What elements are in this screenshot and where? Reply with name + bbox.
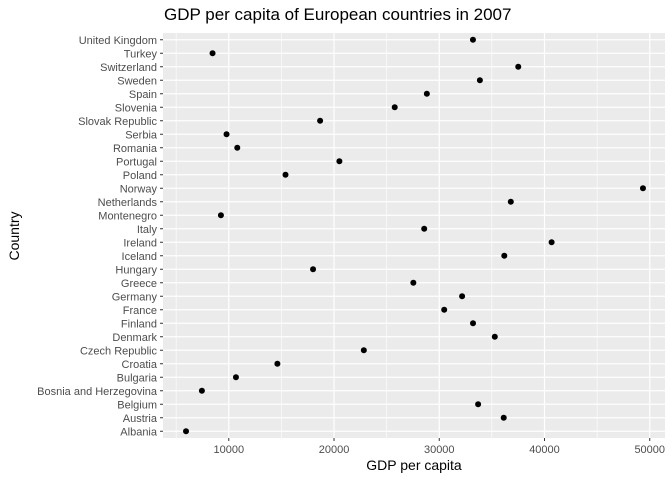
x-tick-label: 30000 [424, 444, 455, 456]
data-point [223, 131, 230, 138]
y-tick-label: Slovak Republic [78, 116, 157, 128]
y-tick-label: Bosnia and Herzegovina [37, 386, 158, 398]
x-axis-title: GDP per capita [366, 457, 462, 473]
data-point [476, 77, 483, 84]
y-tick-label: Norway [120, 183, 158, 195]
data-point [639, 185, 646, 192]
y-tick-label: United Kingdom [79, 35, 157, 47]
y-tick-label: Austria [123, 413, 158, 425]
data-point [500, 414, 507, 421]
data-point [336, 158, 343, 165]
data-point [507, 198, 514, 205]
x-tick-label: 10000 [213, 444, 244, 456]
chart-title: GDP per capita of European countries in … [164, 5, 511, 24]
y-axis-title: Country [6, 211, 22, 260]
y-tick-label: Sweden [117, 75, 157, 87]
y-tick-label: Switzerland [100, 62, 157, 74]
y-tick-label: Germany [112, 291, 158, 303]
y-tick-label: Montenegro [98, 210, 157, 222]
y-tick-label: Ireland [123, 237, 157, 249]
data-points [183, 36, 646, 435]
x-axis-ticks: 10000 20000 30000 40000 50000 [213, 438, 665, 456]
y-tick-label: Spain [129, 89, 157, 101]
data-point [548, 239, 555, 246]
data-point [234, 144, 241, 151]
y-tick-label: Poland [123, 170, 157, 182]
data-point [410, 279, 417, 286]
y-tick-label: Denmark [112, 332, 157, 344]
y-tick-label: Serbia [125, 129, 158, 141]
plot-panel [163, 33, 665, 438]
y-tick-label: Croatia [122, 359, 158, 371]
data-point [423, 90, 430, 97]
data-point [470, 320, 477, 327]
data-point [183, 428, 190, 435]
y-tick-label: Iceland [122, 251, 157, 263]
y-tick-label: Portugal [116, 156, 157, 168]
y-tick-label: Romania [113, 143, 158, 155]
y-tick-label: Bulgaria [117, 372, 158, 384]
data-point [491, 333, 498, 340]
y-tick-label: Italy [137, 224, 158, 236]
data-point [475, 401, 482, 408]
data-point [317, 117, 324, 124]
data-point [515, 63, 522, 70]
data-point [232, 374, 239, 381]
y-tick-label: Finland [121, 318, 157, 330]
data-point [441, 306, 448, 313]
y-tick-label: Slovenia [115, 102, 158, 114]
data-point [421, 225, 428, 232]
y-tick-label: Albania [120, 426, 158, 438]
y-tick-label: Czech Republic [80, 345, 158, 357]
data-point [469, 36, 476, 43]
data-point [198, 387, 205, 394]
data-point [501, 252, 508, 259]
y-tick-label: France [123, 305, 157, 317]
y-tick-label: Greece [121, 278, 157, 290]
data-point [360, 347, 367, 354]
data-point [282, 171, 289, 178]
y-tick-label: Turkey [124, 48, 158, 60]
x-tick-label: 20000 [319, 444, 350, 456]
data-point [459, 293, 466, 300]
y-tick-label: Hungary [115, 264, 157, 276]
y-tick-label: Belgium [117, 399, 157, 411]
data-point [310, 266, 317, 273]
data-point [209, 50, 216, 57]
x-tick-label: 40000 [529, 444, 560, 456]
y-tick-label: Netherlands [98, 197, 158, 209]
data-point [391, 104, 398, 111]
data-point [274, 360, 281, 367]
data-point [217, 212, 224, 219]
x-tick-label: 50000 [634, 444, 665, 456]
